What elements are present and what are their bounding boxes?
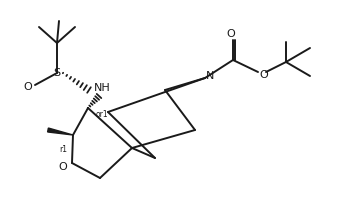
Text: O: O <box>260 70 268 80</box>
Text: NH: NH <box>94 83 110 93</box>
Text: r1: r1 <box>59 144 67 153</box>
Text: or1: or1 <box>96 110 108 118</box>
Polygon shape <box>48 128 73 135</box>
Text: O: O <box>58 162 67 172</box>
Text: O: O <box>24 82 32 92</box>
Text: N: N <box>206 71 214 81</box>
Text: O: O <box>227 29 235 39</box>
Text: S: S <box>53 68 61 78</box>
